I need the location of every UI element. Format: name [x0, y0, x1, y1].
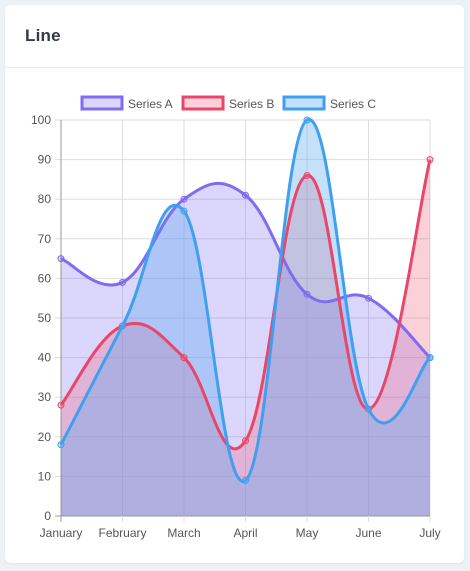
data-point[interactable] [426, 354, 434, 362]
legend-item[interactable]: Series A [80, 95, 173, 111]
y-tick-label: 50 [38, 311, 52, 325]
legend-label: Series C [330, 97, 376, 111]
y-tick-label: 10 [38, 469, 52, 483]
legend-swatch [181, 95, 225, 111]
y-tick-label: 30 [38, 390, 52, 404]
data-point[interactable] [242, 191, 249, 199]
y-tick-label: 70 [38, 232, 52, 246]
data-point[interactable] [57, 255, 65, 263]
series-area-1 [61, 183, 430, 516]
data-point[interactable] [426, 156, 434, 164]
y-tick-label: 0 [44, 509, 51, 523]
data-point[interactable] [119, 322, 126, 330]
legend-label: Series B [229, 97, 274, 111]
y-tick-label: 60 [38, 271, 52, 285]
data-point[interactable] [180, 207, 188, 215]
data-point[interactable] [365, 405, 372, 413]
grid-lines [55, 119, 431, 522]
legend-label: Series A [128, 97, 173, 111]
data-point[interactable] [365, 294, 372, 302]
data-point[interactable] [242, 437, 249, 445]
legend-item[interactable]: Series C [282, 95, 376, 111]
x-tick-label: April [233, 526, 257, 540]
data-point[interactable] [57, 441, 65, 449]
x-tick-label: July [419, 526, 440, 540]
card-header: Line [5, 5, 464, 68]
legend-swatch [282, 95, 326, 111]
series-area-2 [61, 159, 430, 516]
data-point[interactable] [303, 290, 311, 298]
data-point[interactable] [119, 278, 126, 286]
y-tick-label: 20 [38, 430, 52, 444]
series-area-3 [61, 119, 430, 516]
data-point[interactable] [242, 476, 249, 484]
x-tick-label: May [296, 526, 319, 540]
series-line-3 [59, 118, 432, 483]
series-line-1 [60, 181, 432, 359]
y-tick-label: 90 [38, 153, 52, 167]
data-point[interactable] [57, 401, 65, 409]
y-tick-label: 80 [38, 192, 52, 206]
x-tick-label: February [98, 526, 146, 540]
y-tick-label: 40 [38, 351, 52, 365]
x-tick-label: January [40, 526, 83, 540]
legend-swatch [80, 95, 124, 111]
card-title: Line [25, 26, 61, 45]
y-tick-label: 100 [31, 113, 51, 127]
data-point[interactable] [180, 195, 188, 203]
x-tick-label: March [167, 526, 200, 540]
data-point[interactable] [303, 171, 311, 179]
legend-item[interactable]: Series B [181, 95, 274, 111]
data-point[interactable] [303, 116, 311, 124]
data-point[interactable] [180, 354, 188, 362]
x-tick-label: June [355, 526, 381, 540]
